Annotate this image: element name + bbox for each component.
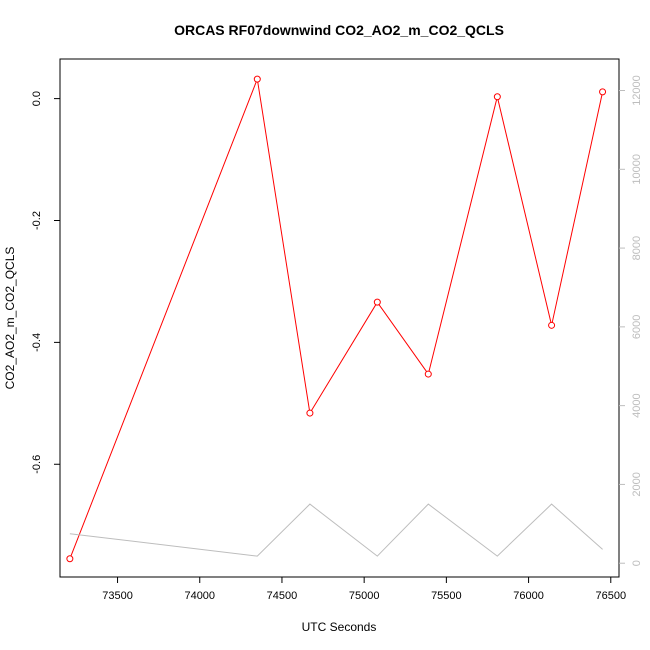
series-line-0	[69, 77, 604, 559]
x-tick-label: 74000	[184, 590, 215, 602]
data-point	[306, 409, 314, 417]
x-tick-label: 74500	[267, 590, 298, 602]
y2-tick-label: 6000	[631, 315, 643, 339]
y2-tick-label: 4000	[631, 393, 643, 417]
x-tick-label: 75500	[431, 590, 462, 602]
y-tick-label: -0.6	[31, 455, 43, 474]
y-tick-label: -0.2	[31, 211, 43, 230]
x-tick-label: 75000	[349, 590, 380, 602]
left-axis: 0.0 -0.2 -0.4 -0.6	[31, 91, 60, 474]
chart-title: ORCAS RF07downwind CO2_AO2_m_CO2_QCLS	[174, 22, 504, 38]
y2-tick-label: 12000	[631, 75, 643, 106]
y-tick-label: -0.4	[31, 333, 43, 352]
right-axis: 0 2000 4000 6000 8000 10000 12000	[619, 75, 643, 566]
y2-tick-label: 8000	[631, 236, 643, 260]
y-tick-label: 0.0	[31, 91, 43, 106]
bottom-axis: 73500 74000 74500 75000 75500 76000 76500	[102, 577, 626, 602]
series-line-1	[69, 503, 603, 557]
x-tick-label: 76500	[595, 590, 626, 602]
data-point	[548, 321, 556, 329]
y2-tick-label: 2000	[631, 472, 643, 496]
data-point	[253, 75, 261, 83]
data-point	[373, 298, 381, 306]
series-layer	[66, 75, 607, 563]
x-axis-label: UTC Seconds	[302, 620, 377, 634]
plot-frame	[59, 58, 620, 578]
y-axis-label: CO2_AO2_m_CO2_QCLS	[3, 247, 17, 390]
x-tick-label: 76000	[513, 590, 544, 602]
y2-tick-label: 10000	[631, 154, 643, 185]
data-point	[66, 555, 74, 563]
data-point	[599, 88, 607, 96]
data-point	[493, 93, 501, 101]
x-tick-label: 73500	[102, 590, 133, 602]
y2-tick-label: 0	[631, 560, 643, 566]
data-point	[424, 370, 432, 378]
